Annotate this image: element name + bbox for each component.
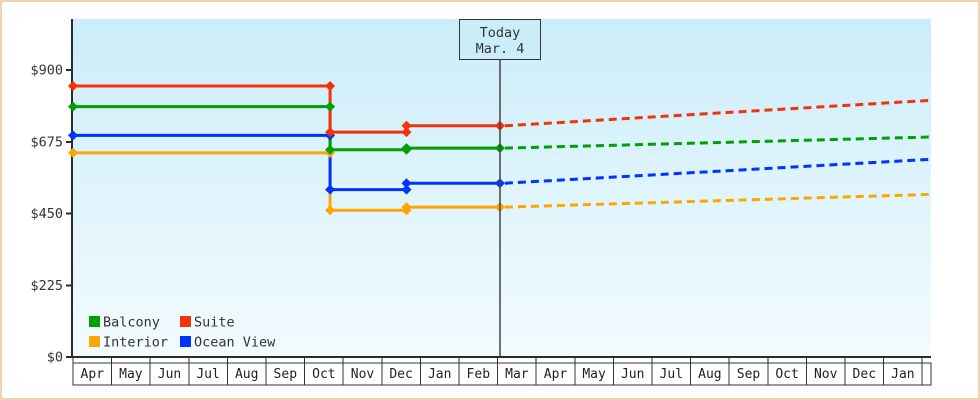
month-label: Jul [660,367,683,382]
data-point [325,127,336,138]
data-point [401,120,412,131]
month-label: Nov [814,367,838,382]
data-point [401,143,412,154]
legend-label: Ocean View [194,335,276,351]
data-point [68,130,78,141]
y-axis-tick-label: $675 [30,134,63,150]
series-line-interior [73,151,500,212]
legend-swatch [180,316,191,327]
plot-area [73,19,931,357]
series-lines [73,84,932,212]
today-date: Mar. 4 [476,41,525,57]
series-line-balcony [73,105,500,152]
month-label: Aug [698,367,721,382]
month-label: Aug [235,367,258,382]
series-projection-balcony [504,135,932,150]
month-label: Mar [505,367,529,382]
data-point [401,202,412,213]
y-axis-tick-label: $225 [30,278,63,294]
data-point [325,184,336,195]
legend: Balcony Suite Interior Ocean View [89,315,276,351]
month-label: Apr [81,367,105,382]
legend-label: Interior [103,335,168,351]
month-label: Oct [775,367,798,382]
legend-item: Ocean View [180,335,276,351]
series-projection-suite [504,98,932,128]
month-label: May [119,367,143,382]
legend-swatch [180,336,191,347]
data-point [325,144,336,155]
month-label: Sep [737,367,761,382]
legend-item: Interior [89,335,168,351]
series-projection-interior [504,192,932,209]
data-point [325,80,336,91]
y-axis-tick-label: $900 [30,63,63,79]
legend-swatch [89,316,100,327]
data-point [401,127,412,138]
data-point [401,178,412,189]
data-point [68,147,78,158]
series-projection-ocean-view [504,157,932,185]
data-point [325,101,336,112]
month-label: Dec [389,367,412,382]
data-point [325,205,336,216]
month-row-frame [72,362,932,386]
data-point [68,80,78,91]
month-label: May [582,367,606,382]
month-label: Jan [428,367,451,382]
month-label: Apr [544,367,568,382]
month-label: Sep [274,367,298,382]
month-label: Jan [891,367,914,382]
data-point [68,101,78,112]
data-point [401,184,412,195]
series-line-ocean-view [73,133,500,192]
month-label: Nov [351,367,375,382]
legend-swatch [89,336,100,347]
month-label: Jun [158,367,181,382]
month-label: Jul [196,367,219,382]
today-marker: Today Mar. 4 [459,19,541,356]
month-label: Oct [312,367,335,382]
legend-label: Balcony [103,315,160,331]
today-label: Today [480,25,521,41]
legend-item: Suite [180,315,235,331]
series-line-suite [73,84,500,134]
today-box [459,19,541,60]
month-label: Jun [621,367,644,382]
month-label: Dec [853,367,876,382]
legend-label: Suite [194,315,235,331]
month-label: Feb [467,367,491,382]
y-axis-ticks: $0 $225 $450 $675 $900 [30,63,72,366]
legend-item: Balcony [89,315,160,331]
y-axis-tick-label: $0 [47,350,63,366]
y-axis-tick-label: $450 [30,206,63,222]
x-axis-month-row: Apr May Jun Jul Aug Sep Oct Nov Dec Jan Feb Mar Apr M… [72,357,932,386]
